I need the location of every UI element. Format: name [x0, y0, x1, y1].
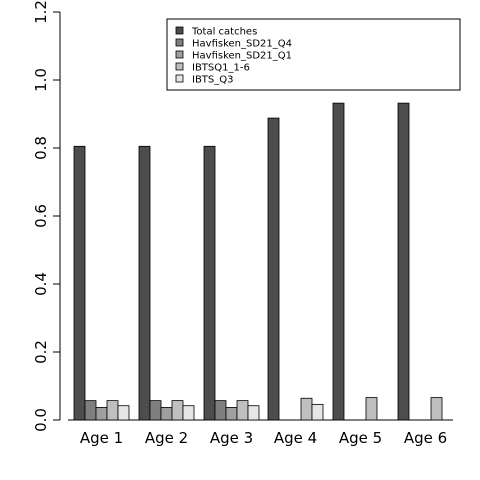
bar-group [332, 102, 378, 421]
bar [106, 400, 119, 421]
bar [149, 400, 162, 421]
bar [160, 407, 173, 421]
legend-item: IBTSQ1_1-6 [175, 62, 250, 74]
bar [267, 117, 280, 421]
legend-label: Total catches [191, 27, 257, 38]
legend-swatch [175, 62, 184, 71]
y-tick-label: 0.2 [32, 340, 50, 364]
legend-swatch [175, 26, 184, 35]
bar-group [267, 117, 324, 421]
bar [247, 405, 260, 421]
legend-label: IBTSQ1_1-6 [192, 63, 250, 74]
y-tick-label: 0.6 [32, 204, 50, 228]
x-tick-label: Age 1 [80, 429, 123, 447]
bar [430, 397, 443, 421]
bar [171, 400, 184, 421]
bars [73, 102, 443, 421]
y-tick-label: 1.2 [32, 0, 50, 24]
legend-swatch [175, 38, 184, 47]
y-tick-label: 1.0 [32, 68, 50, 92]
legend-item: Havfisken_SD21_Q4 [175, 38, 292, 50]
bar [203, 145, 216, 421]
x-tick-label: Age 6 [404, 429, 447, 447]
bar [332, 102, 345, 421]
legend-swatch [175, 74, 184, 83]
legend-item: Havfisken_SD21_Q1 [175, 50, 292, 62]
bar [397, 102, 410, 421]
x-tick-label: Age 4 [274, 429, 317, 447]
bar-group [397, 102, 443, 421]
x-axis: Age 1 Age 2 Age 3 Age 4 Age 5 Age 6 [68, 419, 453, 447]
bar [225, 407, 238, 421]
legend: Total catchesHavfisken_SD21_Q4Havfisken_… [166, 18, 461, 91]
bar [84, 400, 97, 421]
bar-group [138, 145, 195, 421]
x-tick-label: Age 5 [339, 429, 382, 447]
bar [236, 400, 249, 421]
legend-label: Havfisken_SD21_Q1 [192, 51, 292, 62]
bar [311, 403, 324, 421]
legend-item: IBTS_Q3 [175, 74, 234, 86]
bar [73, 145, 86, 421]
x-tick-label: Age 2 [145, 429, 188, 447]
y-tick-label: 0.8 [32, 136, 50, 160]
y-tick-label: 0.0 [32, 408, 50, 432]
bar [95, 407, 108, 421]
bar-group [73, 145, 130, 421]
x-tick-label: Age 3 [210, 429, 253, 447]
legend-label: Havfisken_SD21_Q4 [192, 39, 292, 50]
bar [182, 405, 195, 421]
bar [300, 397, 313, 421]
legend-swatch [175, 50, 184, 59]
legend-item: Total catches [175, 26, 257, 38]
bar [365, 397, 378, 421]
bar-group [203, 145, 260, 421]
bar [214, 400, 227, 421]
y-tick-label: 0.4 [32, 272, 50, 296]
y-axis: 0.0 0.2 0.4 0.6 0.8 1.0 1.2 [32, 0, 61, 432]
bar [117, 405, 130, 421]
legend-label: IBTS_Q3 [192, 75, 234, 86]
legend-box [166, 18, 461, 91]
bar [138, 145, 151, 421]
